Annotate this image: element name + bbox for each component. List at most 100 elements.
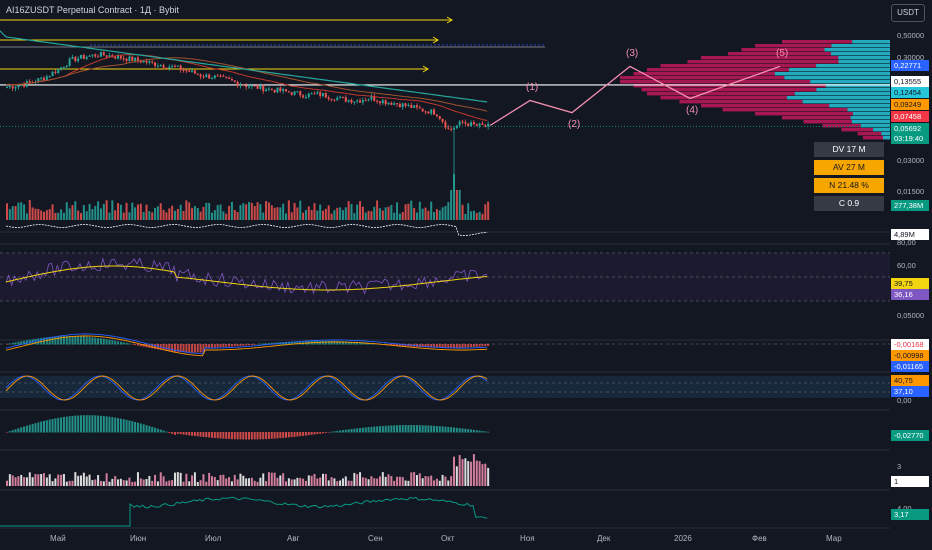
volume-bar [94,205,97,220]
pane5-bar [344,476,347,486]
candle-body [470,122,473,127]
pane-value-tag: 40,75 [891,375,929,386]
pane5-bar [435,478,438,486]
macd-hist-bar [134,344,137,346]
pane-value-tag: -0,00168 [891,339,929,350]
pane5-bar [51,481,54,486]
candle-body [199,74,202,77]
pane5-bar [376,478,379,486]
currency-selector[interactable]: USDT [891,4,925,22]
momentum-bar [467,429,470,433]
macd-hist-bar [322,340,325,345]
momentum-bar [452,427,455,433]
momentum-bar [43,420,46,433]
candle-body [168,66,171,69]
momentum-bar [330,431,333,433]
candle-body [433,109,436,115]
candle-body [236,81,239,86]
time-axis-label: Мар [826,534,842,543]
volume-bar [199,211,202,220]
candle-body [225,76,228,78]
volume-bar [20,202,23,220]
candle-body [293,91,296,95]
macd-hist-bar [435,344,438,348]
volume-bar [179,204,182,220]
macd-hist-bar [94,337,97,345]
pane5-bar [313,473,316,486]
momentum-bar [341,430,344,433]
candle-body [102,52,105,56]
candle-body [262,85,265,92]
candle-body [142,60,145,63]
volume-bar [125,202,128,220]
pane5-bar [245,478,248,486]
pane5-bar [77,475,80,486]
volume-bar [168,208,171,220]
momentum-bar [404,425,407,433]
pane5-bar [430,475,433,486]
volume-bar [82,205,85,220]
volume-bar [384,207,387,220]
momentum-bar [265,432,268,440]
momentum-bar [77,415,80,433]
momentum-bar [364,427,367,433]
macd-hist-bar [45,337,48,345]
candle-body [333,99,336,101]
candle-body [45,76,48,81]
volume-bar [219,204,222,220]
pane5-bar [208,472,211,486]
momentum-bar [421,425,424,433]
momentum-bar [387,425,390,433]
volume-bar [68,208,71,220]
macd-hist-bar [484,344,487,347]
candle-body [43,77,46,81]
momentum-bar [418,425,421,433]
momentum-bar [68,416,71,433]
pane5-bar [250,477,253,486]
momentum-bar [361,427,364,433]
time-axis-label: Июл [205,534,222,543]
candle-body [401,103,404,108]
volume-bar [299,200,302,220]
pane5-bar [230,481,233,486]
pane5-bar [364,477,367,486]
volume-bar [248,202,250,220]
volume-profile-bar [851,120,890,124]
pane5-bar [316,478,319,486]
momentum-bar [487,431,490,433]
pane5-bar [387,474,390,486]
volume-profile-bar [816,88,890,92]
candle-body [208,74,211,79]
momentum-bar [191,432,194,436]
momentum-bar [390,425,393,433]
candle-body [239,84,242,86]
candle-body [97,56,100,58]
volume-bar [487,201,490,220]
candle-body [173,65,176,67]
volume-bar [381,210,384,220]
volume-profile-bar [863,136,883,140]
candle-body [441,118,444,122]
pane5-bar [80,475,83,486]
pane5-bar [290,479,293,486]
candle-body [461,121,464,123]
pane5-bar [171,480,174,486]
pane5-bar [404,480,407,486]
momentum-bar [282,432,285,438]
pane5-bar [472,454,475,486]
volume-bar [472,210,475,220]
volume-bar [478,211,481,220]
macd-hist-bar [139,344,142,347]
pane5-bar [213,477,216,486]
volume-bar [285,213,288,220]
pane5-bar [156,481,159,486]
pane5-bar [145,479,148,486]
volume-profile-bar [620,80,811,84]
pane5-bar [307,475,310,486]
volume-bar [182,210,185,220]
pane5-bar [319,477,322,486]
volume-bar [427,210,430,220]
candle-body [54,71,57,73]
candle-body [378,101,381,104]
